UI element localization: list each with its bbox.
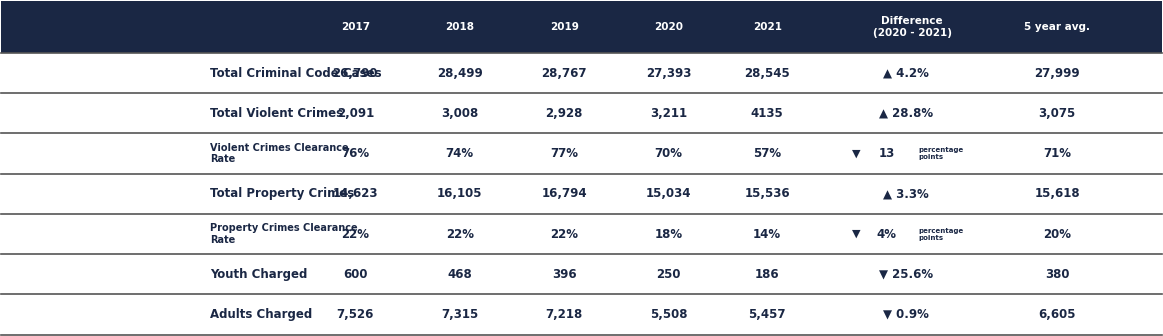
Text: 28,767: 28,767 xyxy=(541,67,587,80)
Text: 600: 600 xyxy=(343,268,368,281)
Text: 20%: 20% xyxy=(1043,227,1071,241)
Text: 14%: 14% xyxy=(754,227,782,241)
Text: 3,008: 3,008 xyxy=(441,107,478,120)
Text: 396: 396 xyxy=(551,268,577,281)
Text: 5 year avg.: 5 year avg. xyxy=(1025,22,1090,32)
Text: Property Crimes Clearance
Rate: Property Crimes Clearance Rate xyxy=(211,223,358,245)
Text: 57%: 57% xyxy=(754,147,782,160)
Text: 74%: 74% xyxy=(445,147,473,160)
Text: ▼ 0.9%: ▼ 0.9% xyxy=(884,308,929,321)
Text: ▼ 25.6%: ▼ 25.6% xyxy=(879,268,934,281)
Text: 7,526: 7,526 xyxy=(336,308,374,321)
Text: Total Property Crimes: Total Property Crimes xyxy=(211,187,355,200)
Text: 468: 468 xyxy=(448,268,472,281)
Text: Youth Charged: Youth Charged xyxy=(211,268,307,281)
Text: 2,928: 2,928 xyxy=(545,107,583,120)
Text: Adults Charged: Adults Charged xyxy=(211,308,313,321)
Text: 4%: 4% xyxy=(877,227,897,241)
Text: 250: 250 xyxy=(656,268,680,281)
Text: 15,034: 15,034 xyxy=(645,187,691,200)
Text: 28,545: 28,545 xyxy=(744,67,790,80)
Text: 27,999: 27,999 xyxy=(1034,67,1080,80)
Text: 2018: 2018 xyxy=(445,22,475,32)
Text: 5,457: 5,457 xyxy=(748,308,786,321)
Text: 15,618: 15,618 xyxy=(1034,187,1080,200)
Text: Total Violent Crimes: Total Violent Crimes xyxy=(211,107,343,120)
Text: 5,508: 5,508 xyxy=(650,308,687,321)
Text: 18%: 18% xyxy=(655,227,683,241)
Text: 7,315: 7,315 xyxy=(441,308,478,321)
Text: 77%: 77% xyxy=(550,147,578,160)
Text: 2,091: 2,091 xyxy=(336,107,373,120)
Text: 13: 13 xyxy=(878,147,894,160)
Text: 4135: 4135 xyxy=(751,107,784,120)
FancyBboxPatch shape xyxy=(1,1,1162,53)
Text: 2019: 2019 xyxy=(550,22,578,32)
Text: 380: 380 xyxy=(1044,268,1070,281)
Text: 27,393: 27,393 xyxy=(645,67,691,80)
Text: 71%: 71% xyxy=(1043,147,1071,160)
Text: 16,794: 16,794 xyxy=(541,187,587,200)
Text: Difference
(2020 - 2021): Difference (2020 - 2021) xyxy=(872,16,951,38)
Text: 22%: 22% xyxy=(445,227,473,241)
Text: ▲ 28.8%: ▲ 28.8% xyxy=(879,107,934,120)
Text: 28,499: 28,499 xyxy=(437,67,483,80)
Text: 22%: 22% xyxy=(341,227,370,241)
Text: 16,105: 16,105 xyxy=(437,187,483,200)
Text: 6,605: 6,605 xyxy=(1039,308,1076,321)
Text: ▲ 4.2%: ▲ 4.2% xyxy=(884,67,929,80)
Text: 3,211: 3,211 xyxy=(650,107,687,120)
Text: ▲ 3.3%: ▲ 3.3% xyxy=(884,187,929,200)
Text: 76%: 76% xyxy=(341,147,370,160)
Text: Violent Crimes Clearance
Rate: Violent Crimes Clearance Rate xyxy=(211,143,349,164)
Text: 3,075: 3,075 xyxy=(1039,107,1076,120)
Text: 2021: 2021 xyxy=(752,22,782,32)
Text: 26,790: 26,790 xyxy=(333,67,378,80)
Text: 186: 186 xyxy=(755,268,779,281)
Text: 14,623: 14,623 xyxy=(333,187,378,200)
Text: 7,218: 7,218 xyxy=(545,308,583,321)
Text: Total Criminal Code Cases: Total Criminal Code Cases xyxy=(211,67,381,80)
Text: 22%: 22% xyxy=(550,227,578,241)
Text: percentage
points: percentage points xyxy=(918,147,963,160)
Text: percentage
points: percentage points xyxy=(918,227,963,241)
Text: ▼: ▼ xyxy=(852,149,861,159)
Text: 15,536: 15,536 xyxy=(744,187,790,200)
Text: 2017: 2017 xyxy=(341,22,370,32)
Text: ▼: ▼ xyxy=(852,229,861,239)
Text: 70%: 70% xyxy=(655,147,683,160)
Text: 2020: 2020 xyxy=(654,22,683,32)
